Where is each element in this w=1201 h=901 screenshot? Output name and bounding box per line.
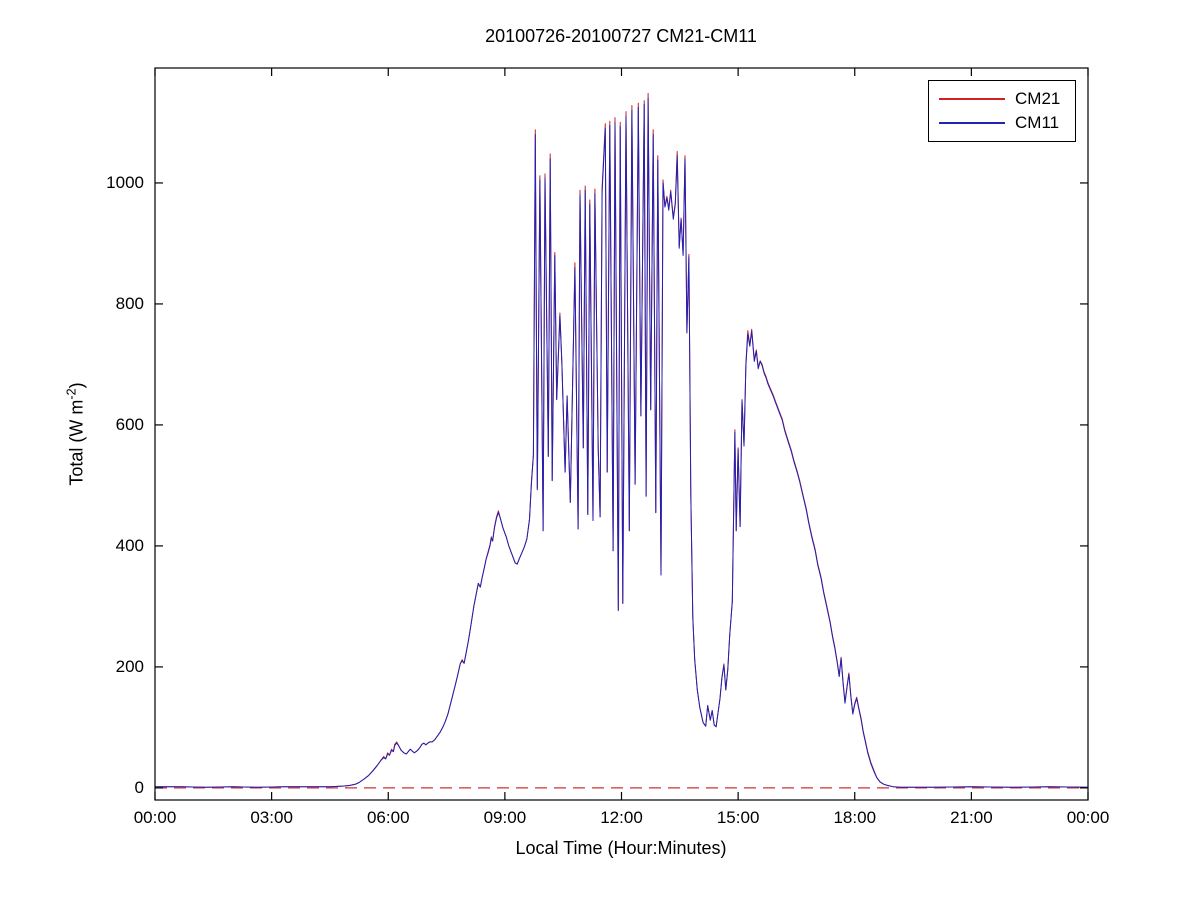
y-axis-label-prefix: Total (W m: [66, 399, 87, 486]
x-tick-label: 00:00: [1066, 808, 1110, 827]
x-tick-label: 00:00: [133, 808, 177, 827]
y-tick-label: 600: [115, 414, 144, 434]
chart-title: 20100726-20100727 CM21-CM11: [485, 26, 757, 46]
legend-label-cm11: CM11: [1015, 113, 1060, 132]
y-tick-label: 1000: [106, 172, 144, 192]
legend-item-cm21: CM21: [939, 89, 1065, 109]
x-tick-label: 18:00: [833, 808, 877, 827]
x-tick-label: 06:00: [366, 808, 410, 827]
y-tick-label: 800: [115, 293, 144, 313]
y-tick-label: 200: [115, 656, 144, 676]
y-axis-label-exponent: -2: [64, 388, 79, 400]
x-tick-label: 12:00: [600, 808, 643, 827]
y-tick-label: 0: [134, 777, 144, 797]
legend-label-cm21: CM21: [1015, 89, 1061, 108]
y-axis-label-suffix: ): [66, 382, 87, 389]
x-tick-label: 15:00: [716, 808, 760, 827]
legend: CM21 CM11: [928, 80, 1076, 142]
cm11-line-sample: [939, 122, 1005, 124]
x-axis-label: Local Time (Hour:Minutes): [515, 838, 727, 858]
x-tick-label: 09:00: [483, 808, 527, 827]
y-tick-label: 400: [115, 535, 144, 555]
legend-item-cm11: CM11: [939, 113, 1065, 133]
cm11-series-line: [155, 97, 1089, 788]
x-tick-label: 03:00: [250, 808, 293, 827]
x-tick-label: 21:00: [950, 808, 993, 827]
cm21-line-sample: [939, 98, 1005, 100]
